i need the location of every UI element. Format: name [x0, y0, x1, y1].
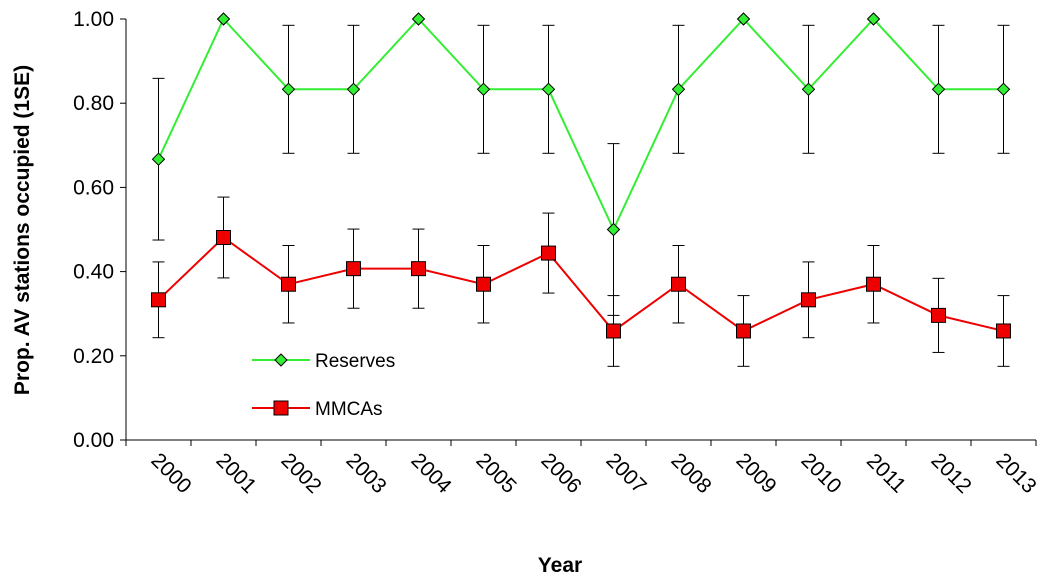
reserves-point	[216, 12, 231, 26]
reserves-point	[281, 82, 296, 97]
reserves-point	[541, 82, 556, 97]
x-tick-label: 2008	[666, 449, 715, 498]
reserves-point	[411, 12, 426, 26]
mmcas-point	[281, 276, 296, 292]
x-tick-label: 2013	[991, 449, 1040, 498]
mmcas-point	[346, 261, 361, 277]
x-tick-label: 2011	[862, 449, 910, 497]
x-tick-label: 2009	[731, 449, 780, 498]
tick-labels: 0.00 0.20 0.40 0.60 0.80 1.00 2000 2001 2002 2003…	[73, 8, 1041, 498]
y-tick-label: 0.60	[73, 176, 114, 199]
reserves-point	[476, 82, 491, 97]
mmcas-point	[411, 261, 426, 277]
mmcas-point	[866, 276, 881, 292]
y-tick-label: 0.40	[73, 261, 114, 284]
reserves-point	[866, 12, 881, 26]
series-markers	[151, 12, 1011, 339]
x-tick-label: 2010	[796, 449, 845, 498]
x-tick-label: 2005	[471, 449, 520, 498]
reserves-legend-marker	[274, 353, 288, 367]
x-tick-label: 2002	[276, 449, 325, 498]
reserves-point	[151, 152, 166, 166]
y-tick-label: 0.20	[73, 345, 114, 368]
y-tick-label: 1.00	[73, 8, 114, 31]
mmcas-point	[606, 323, 621, 339]
reserves-point	[801, 82, 816, 97]
y-tick-label: 0.80	[73, 92, 114, 115]
reserves-point	[736, 12, 751, 26]
y-tick-label: 0.00	[73, 429, 114, 452]
mmcas-legend-marker	[273, 400, 289, 416]
x-tick-label: 2007	[601, 449, 650, 498]
reserves-point	[671, 82, 686, 97]
mmcas-point	[216, 229, 231, 245]
x-tick-label: 2006	[536, 449, 585, 498]
mmcas-legend-label: MMCAs	[315, 399, 383, 420]
mmcas-point	[151, 292, 166, 308]
reserves-series-line	[157, 17, 1004, 232]
reserves-legend-label: Reserves	[315, 351, 395, 372]
mmcas-point	[476, 276, 491, 292]
legend: Reserves MMCAs	[252, 351, 395, 420]
series-lines	[157, 17, 1004, 333]
mmcas-series-line	[157, 236, 1004, 333]
mmcas-point	[931, 307, 946, 323]
y-axis-title: Prop. AV stations occupied (1SE)	[11, 65, 34, 395]
x-tick-label: 2012	[926, 449, 975, 498]
mmcas-point	[996, 323, 1011, 339]
x-axis-title: Year	[538, 554, 582, 577]
error-bars	[152, 24, 1010, 367]
x-tick-label: 2001	[211, 449, 260, 498]
x-tick-label: 2000	[146, 449, 195, 498]
mmcas-point	[541, 245, 556, 261]
mmcas-point	[736, 323, 751, 339]
chart-axes	[120, 18, 1037, 446]
x-tick-label: 2003	[341, 449, 390, 498]
mmcas-point	[671, 276, 686, 292]
reserves-point	[931, 82, 946, 97]
reserves-point	[996, 82, 1011, 97]
mmcas-point	[801, 292, 816, 308]
reserves-point	[346, 82, 361, 97]
reserves-point	[606, 222, 621, 237]
x-tick-label: 2004	[406, 449, 456, 499]
